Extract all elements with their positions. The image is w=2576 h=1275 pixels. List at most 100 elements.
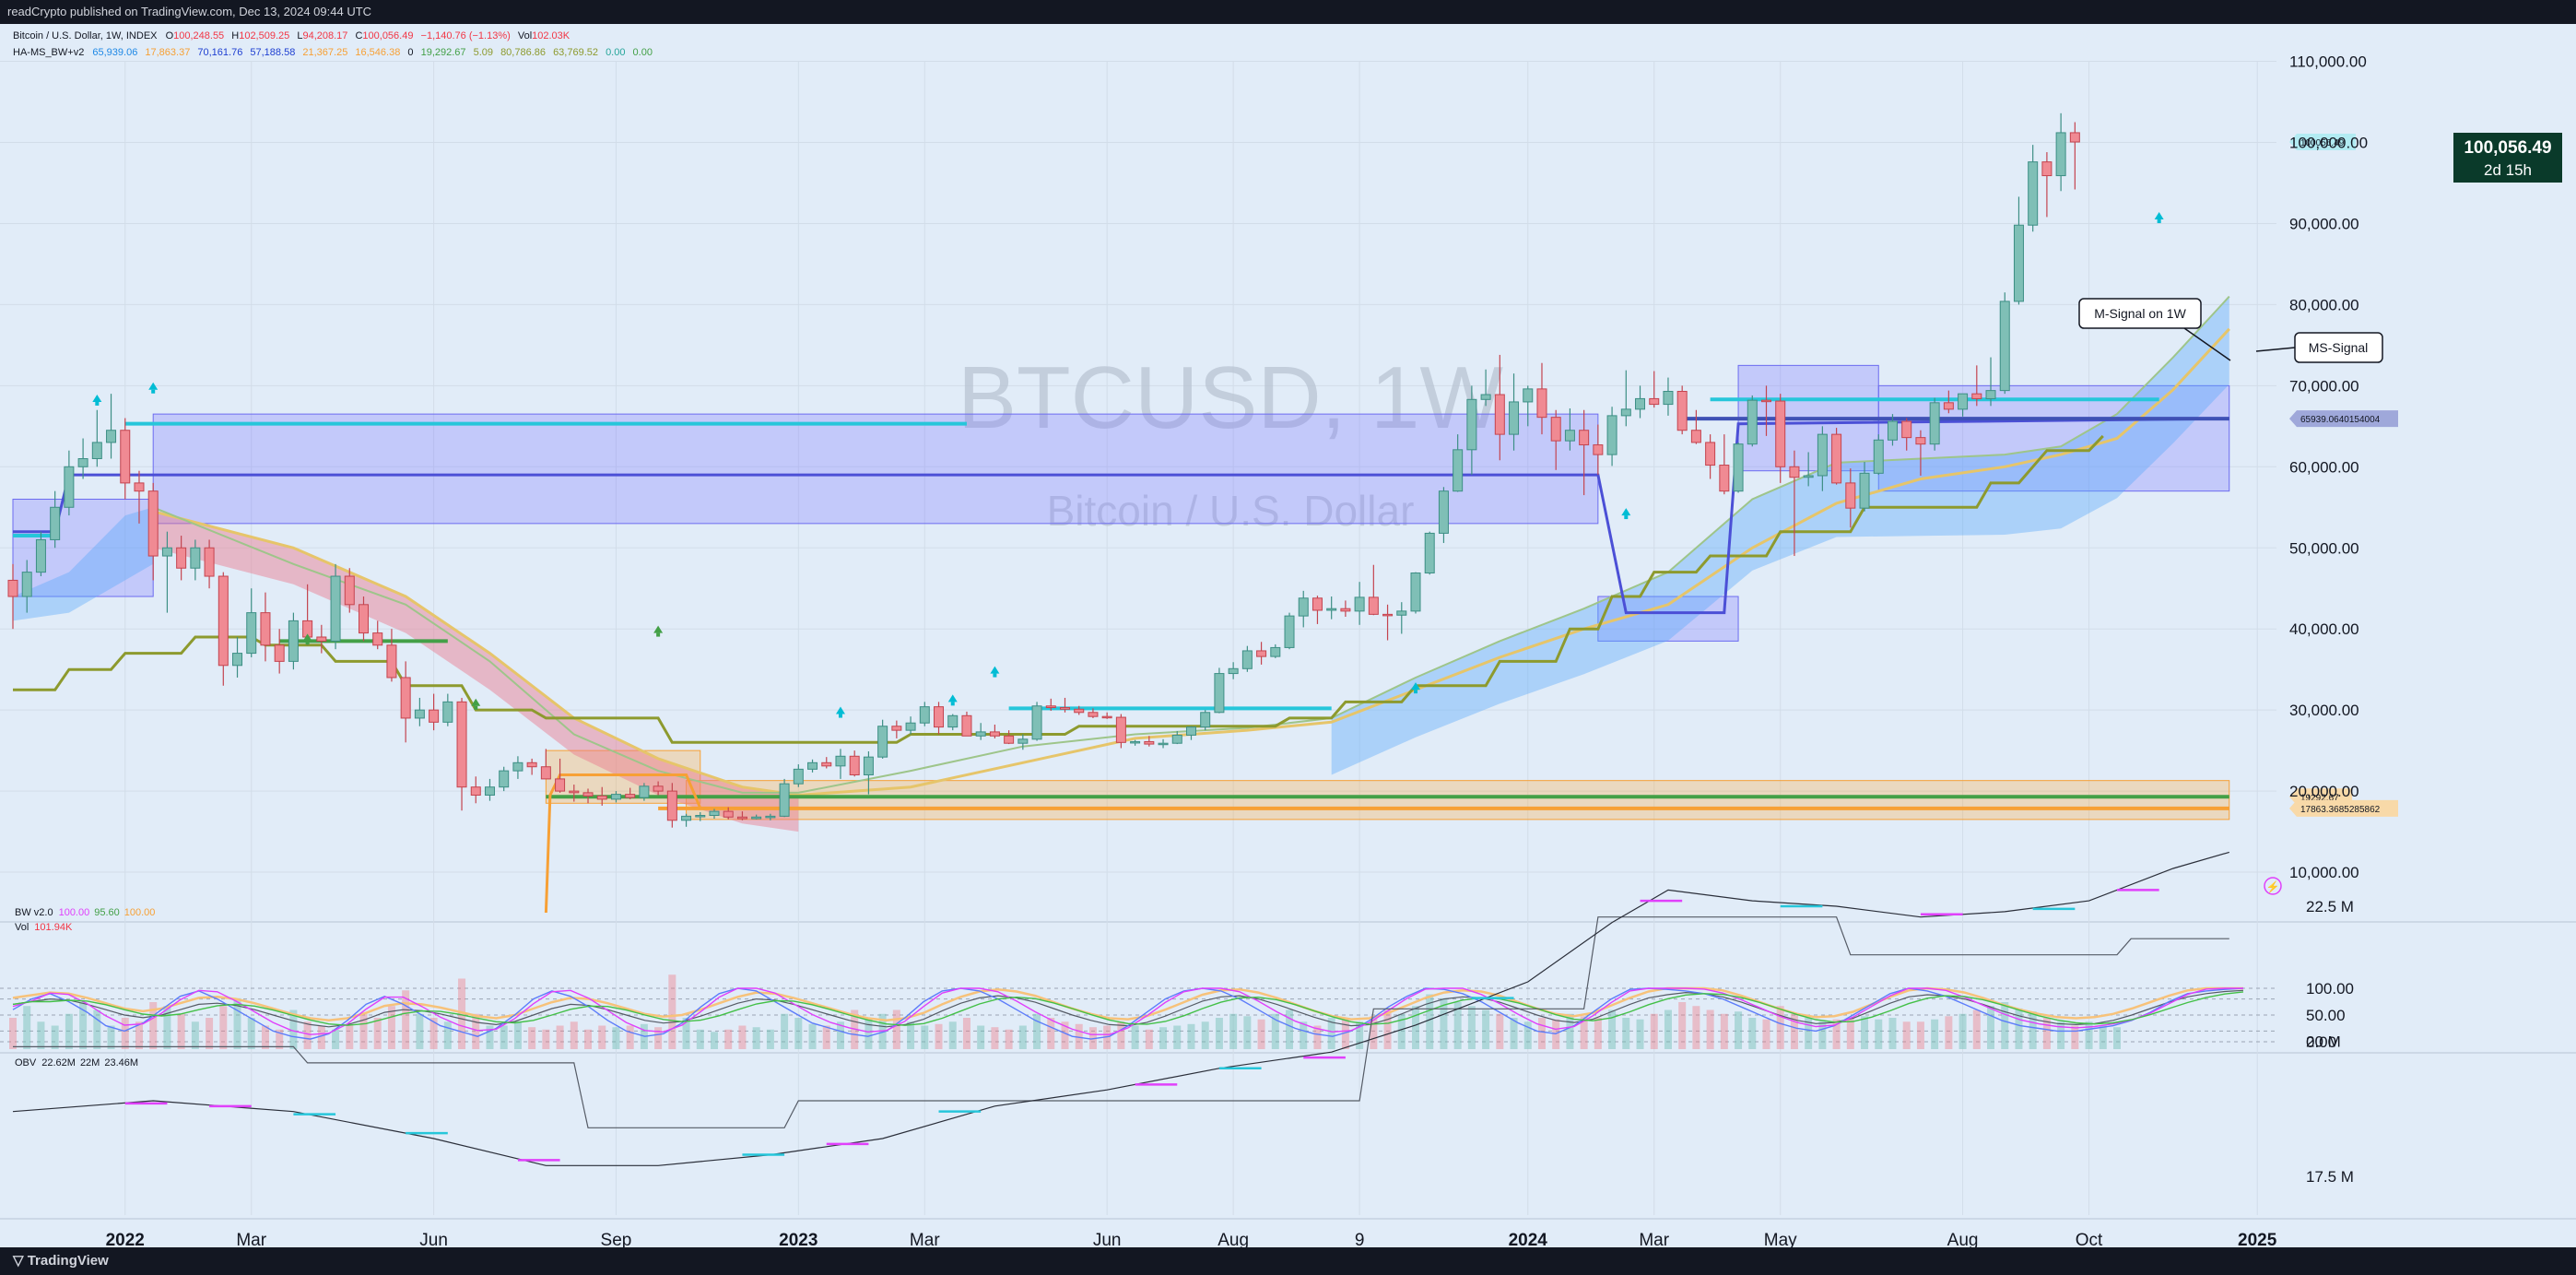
volume-bar (1720, 1013, 1728, 1049)
obv-tick: 20 M (2306, 1033, 2341, 1051)
candle-body (1368, 596, 1379, 615)
orange-line-tag: 17863.3685285862 (2289, 799, 2398, 817)
volume-bar (332, 1029, 340, 1049)
candle-body (681, 815, 692, 821)
volume-bar (1426, 994, 1434, 1049)
candle (1312, 596, 1323, 624)
volume-bar (1523, 1021, 1532, 1049)
volume-bar (486, 1025, 494, 1049)
candle (1017, 734, 1029, 750)
volume-bar (696, 1029, 704, 1049)
candle-body (429, 709, 440, 723)
obv-panel (12, 851, 2229, 1166)
volume-bar (654, 1027, 663, 1049)
candle-body (610, 794, 621, 800)
signal-arrow-stem (151, 389, 156, 394)
candle (359, 596, 369, 642)
candle (442, 693, 453, 726)
volume-bar (1748, 1018, 1757, 1049)
candle-body (7, 579, 18, 597)
volume-bar (1902, 1021, 1911, 1049)
price-tick: 100,000.00 (2289, 135, 2368, 152)
candle-body (1074, 708, 1085, 714)
volume-bar (177, 1013, 185, 1049)
bw-magenta-line (12, 987, 2243, 1035)
price-tick: 110,000.00 (2289, 53, 2367, 71)
signal-arrow-stem (838, 714, 842, 718)
bull-ribbon (1331, 296, 2229, 775)
chart-svg[interactable]: BTCUSD, 1W Bitcoin / U.S. Dollar Bitcoin… (0, 24, 2576, 1250)
candle (723, 807, 734, 820)
candle-body (695, 814, 706, 818)
candle-body (134, 482, 145, 492)
volume-bar (752, 1027, 760, 1049)
volume-bar (1018, 1025, 1027, 1049)
volume-bar (1453, 1002, 1462, 1049)
candle (218, 572, 229, 686)
candle (1101, 712, 1112, 719)
candle-body (1298, 597, 1309, 617)
candle-body (526, 761, 537, 768)
volume-bar (1678, 1002, 1687, 1049)
candle-body (1453, 449, 1464, 492)
candle-body (1158, 742, 1169, 746)
volume-bar (163, 1006, 171, 1049)
candle (1382, 604, 1394, 641)
publish-text: readCrypto published on TradingView.com,… (7, 5, 372, 18)
signal-arrow (471, 698, 481, 706)
volume-bar (1888, 1018, 1897, 1049)
bw-panel (9, 974, 2244, 1049)
volume-bar (1131, 1025, 1139, 1049)
candle (849, 750, 860, 777)
volume-bar (1356, 1021, 1364, 1049)
candle (1088, 708, 1099, 718)
candle-body (1004, 735, 1015, 744)
candle-body (989, 731, 1000, 737)
candles (7, 112, 2080, 828)
candle (134, 470, 145, 524)
chart-panel[interactable]: BTCUSD, 1W Bitcoin / U.S. Dollar Bitcoin… (0, 24, 2576, 1250)
candle (1326, 596, 1337, 620)
candle (1480, 369, 1491, 407)
volume-bar (1215, 1018, 1223, 1049)
candle (1284, 612, 1295, 650)
bear-ribbon (153, 511, 799, 832)
candle-body (540, 766, 551, 780)
time-tick: Mar (236, 1231, 266, 1247)
candle (765, 813, 776, 820)
candle-body (400, 677, 411, 719)
signal-arrow (148, 382, 159, 390)
volume-bar (2001, 1002, 2009, 1049)
hl3-line (13, 417, 2229, 615)
candle (1158, 738, 1169, 749)
candle-body (456, 701, 467, 788)
candle (736, 811, 747, 820)
volume-bar (1916, 1021, 1924, 1049)
volume-bar (1790, 1013, 1798, 1049)
volume-bar (598, 1025, 606, 1049)
axes: 110,000.00 100,000.00 90,000.00 80,000.00 70… (106, 53, 2368, 1250)
alert-icon[interactable]: ⚡ (2264, 877, 2282, 895)
signal-arrow (990, 666, 1000, 674)
volume-bar (1846, 1018, 1854, 1049)
bw-tick: 0.00 (2306, 1033, 2336, 1051)
volume-bar (373, 1018, 382, 1049)
volume-bar (1580, 1016, 1588, 1049)
candle (429, 693, 440, 731)
candle-body (1803, 475, 1814, 478)
volume-bar (738, 1025, 747, 1049)
bw-blue-line (12, 987, 2244, 1040)
volume-bar (1467, 1006, 1476, 1049)
candle (1676, 385, 1688, 435)
volume-bar (458, 978, 466, 1049)
time-tick: 2022 (106, 1231, 145, 1247)
candle (7, 563, 18, 630)
volume-bar (206, 1018, 214, 1049)
volume-bar (570, 1021, 578, 1049)
volume-bar (1257, 1019, 1265, 1049)
volume-bar (794, 1018, 803, 1049)
candle (569, 785, 580, 802)
volume-bar (1650, 1013, 1658, 1049)
candle-body (723, 810, 734, 818)
